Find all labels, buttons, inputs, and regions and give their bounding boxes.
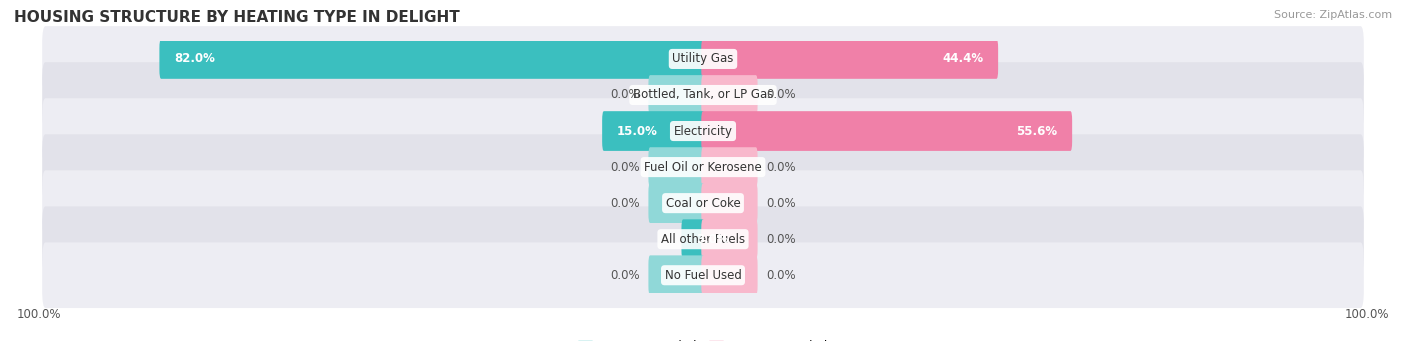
Text: 44.4%: 44.4% <box>942 53 983 65</box>
Text: 100.0%: 100.0% <box>1344 308 1389 321</box>
FancyBboxPatch shape <box>42 206 1364 272</box>
FancyBboxPatch shape <box>159 39 704 79</box>
FancyBboxPatch shape <box>42 170 1364 236</box>
Text: 0.0%: 0.0% <box>610 89 640 102</box>
FancyBboxPatch shape <box>42 62 1364 128</box>
Text: 82.0%: 82.0% <box>174 53 215 65</box>
FancyBboxPatch shape <box>702 219 758 259</box>
FancyBboxPatch shape <box>702 183 758 223</box>
FancyBboxPatch shape <box>602 111 704 151</box>
FancyBboxPatch shape <box>682 219 704 259</box>
FancyBboxPatch shape <box>42 134 1364 200</box>
Text: Bottled, Tank, or LP Gas: Bottled, Tank, or LP Gas <box>633 89 773 102</box>
Text: 15.0%: 15.0% <box>617 124 658 137</box>
Text: HOUSING STRUCTURE BY HEATING TYPE IN DELIGHT: HOUSING STRUCTURE BY HEATING TYPE IN DEL… <box>14 10 460 25</box>
FancyBboxPatch shape <box>648 147 704 187</box>
Text: 0.0%: 0.0% <box>766 89 796 102</box>
Text: 0.0%: 0.0% <box>766 197 796 210</box>
Text: 0.0%: 0.0% <box>766 269 796 282</box>
FancyBboxPatch shape <box>702 147 758 187</box>
Text: Fuel Oil or Kerosene: Fuel Oil or Kerosene <box>644 161 762 174</box>
Legend: Owner-occupied, Renter-occupied: Owner-occupied, Renter-occupied <box>572 336 834 341</box>
Text: 0.0%: 0.0% <box>766 161 796 174</box>
FancyBboxPatch shape <box>42 98 1364 164</box>
Text: Source: ZipAtlas.com: Source: ZipAtlas.com <box>1274 10 1392 20</box>
Text: 55.6%: 55.6% <box>1017 124 1057 137</box>
Text: All other Fuels: All other Fuels <box>661 233 745 246</box>
FancyBboxPatch shape <box>702 75 758 115</box>
Text: 100.0%: 100.0% <box>17 308 62 321</box>
FancyBboxPatch shape <box>702 111 1073 151</box>
Text: 0.0%: 0.0% <box>610 269 640 282</box>
Text: Utility Gas: Utility Gas <box>672 53 734 65</box>
FancyBboxPatch shape <box>702 255 758 295</box>
Text: No Fuel Used: No Fuel Used <box>665 269 741 282</box>
Text: 0.0%: 0.0% <box>610 197 640 210</box>
FancyBboxPatch shape <box>648 183 704 223</box>
FancyBboxPatch shape <box>702 39 998 79</box>
Text: Electricity: Electricity <box>673 124 733 137</box>
FancyBboxPatch shape <box>648 255 704 295</box>
Text: 3.0%: 3.0% <box>696 233 730 246</box>
FancyBboxPatch shape <box>42 242 1364 308</box>
Text: 0.0%: 0.0% <box>610 161 640 174</box>
FancyBboxPatch shape <box>648 75 704 115</box>
Text: 0.0%: 0.0% <box>766 233 796 246</box>
FancyBboxPatch shape <box>42 26 1364 92</box>
Text: Coal or Coke: Coal or Coke <box>665 197 741 210</box>
